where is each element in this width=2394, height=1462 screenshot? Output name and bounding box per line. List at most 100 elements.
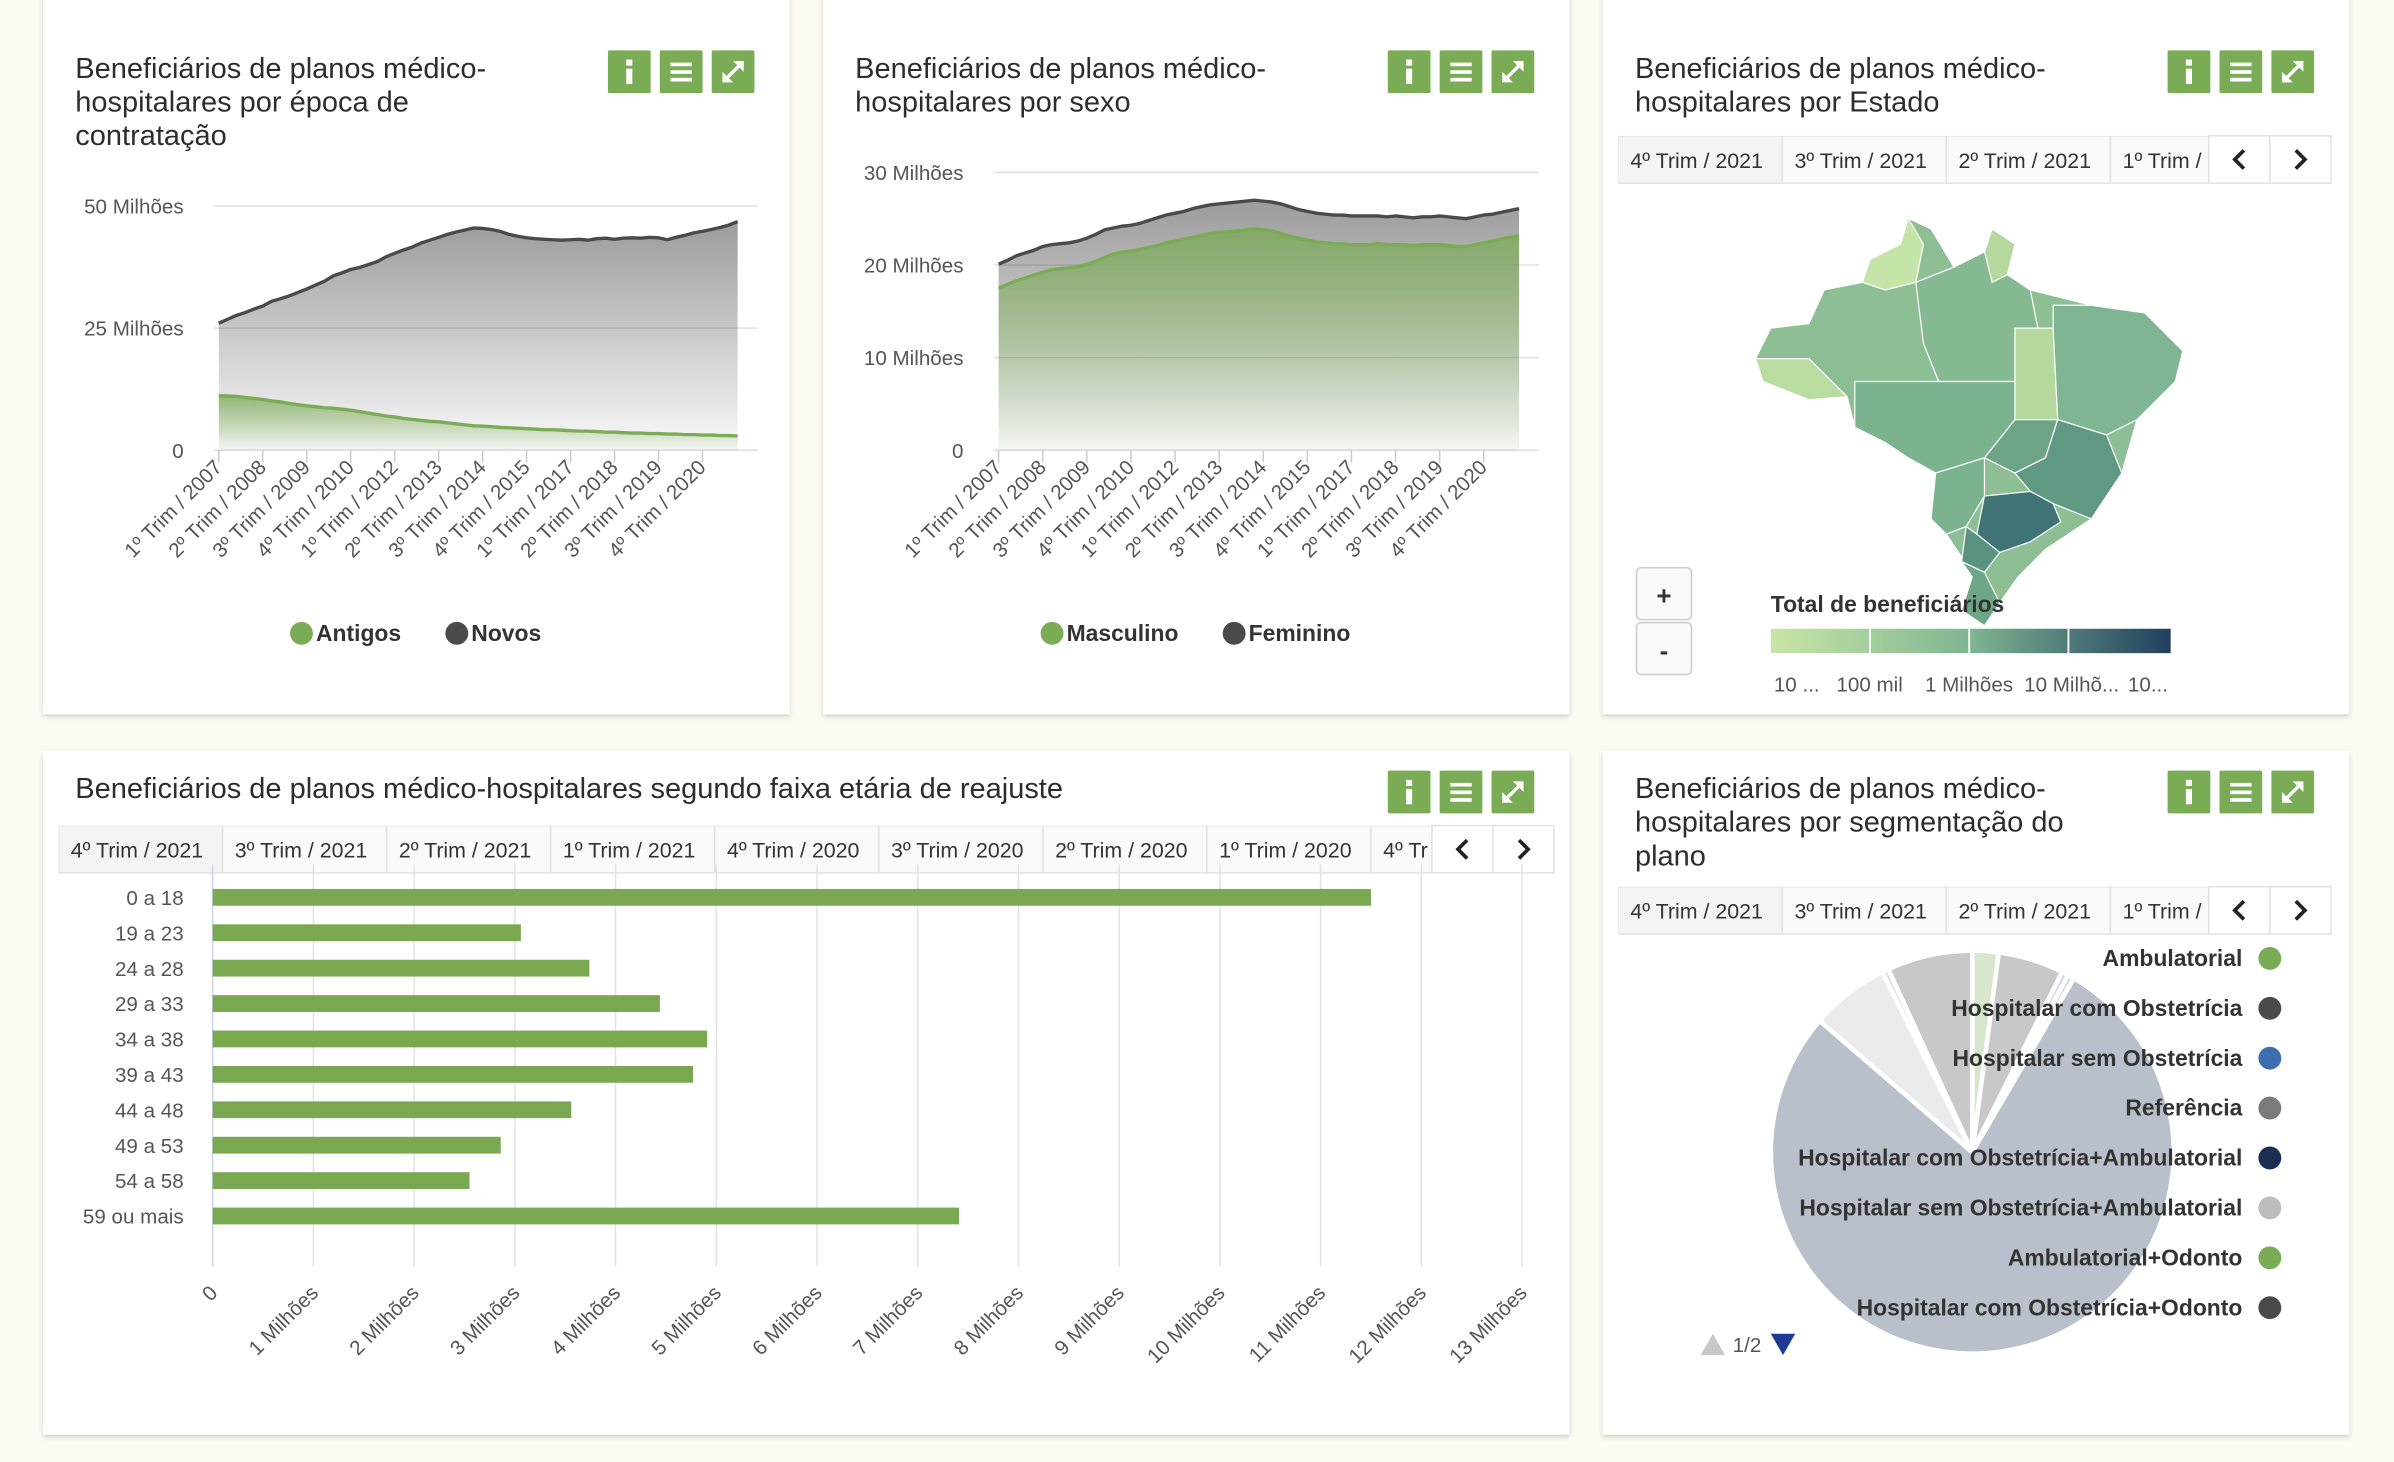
bar xyxy=(212,1101,572,1119)
legend-marker[interactable] xyxy=(2258,946,2282,970)
y-tick-label: 0 a 18 xyxy=(126,887,183,910)
legend-label[interactable]: Hospitalar com Obstetrícia xyxy=(1951,995,2242,1021)
legend-page: 1/2 xyxy=(1733,1334,1762,1357)
icon-menu xyxy=(1450,62,1472,67)
icon-expand xyxy=(2282,781,2304,803)
chevron xyxy=(2232,899,2246,921)
bar xyxy=(212,995,660,1012)
legend-marker[interactable] xyxy=(1222,621,1246,645)
y-tick-label: 59 ou mais xyxy=(83,1206,184,1229)
tab[interactable] xyxy=(1618,135,1784,184)
tab[interactable] xyxy=(221,825,388,874)
tab[interactable] xyxy=(1781,135,1948,184)
chart-title: Beneficiários de planos médico-hospitala… xyxy=(1635,53,2046,119)
tab[interactable] xyxy=(2109,135,2274,184)
tab-label: 3º Trim / 2020 xyxy=(891,839,1024,863)
tab-label: 4º Trim / 2020 xyxy=(727,839,860,863)
icon-menu xyxy=(1450,798,1472,802)
icon-menu xyxy=(2230,782,2252,787)
legend-marker[interactable] xyxy=(2258,1046,2282,1070)
color-scale xyxy=(1770,628,2171,654)
scale-label: 10 Milhõ... xyxy=(2024,673,2119,696)
tab[interactable] xyxy=(2109,886,2274,935)
tab-arrow[interactable] xyxy=(2269,135,2332,184)
icon-info xyxy=(626,68,633,84)
legend-label[interactable]: Referência xyxy=(2125,1095,2242,1121)
tab-label: 1º Trim / xyxy=(2123,149,2202,173)
page-prev xyxy=(1700,1333,1726,1356)
pie-slice[interactable] xyxy=(1885,948,1975,1154)
legend-marker[interactable] xyxy=(2258,1096,2282,1120)
zoom-button[interactable] xyxy=(1635,566,1693,621)
icon-info-dot xyxy=(1406,779,1413,786)
tab-label: 3º Trim / 2021 xyxy=(1794,149,1926,173)
page-next[interactable] xyxy=(1770,1333,1796,1356)
tab[interactable] xyxy=(1618,886,1784,935)
tab-arrow[interactable] xyxy=(2208,885,2271,935)
legend-label[interactable]: Ambulatorial xyxy=(2103,945,2243,971)
tab-arrow[interactable] xyxy=(2269,885,2332,935)
y-tick-label: 54 a 58 xyxy=(115,1170,184,1193)
legend-marker[interactable] xyxy=(2258,1296,2282,1320)
y-tick-label: 19 a 23 xyxy=(115,922,184,945)
tab[interactable] xyxy=(1945,886,2112,935)
state xyxy=(2014,327,2059,421)
state xyxy=(1960,525,2001,574)
tab[interactable] xyxy=(58,825,224,874)
zoom-button[interactable] xyxy=(1635,621,1693,676)
icon-expand xyxy=(1502,61,1524,83)
legend-marker[interactable] xyxy=(445,621,469,645)
legend-label[interactable]: Hospitalar sem Obstetrícia xyxy=(1953,1045,2243,1071)
y-tick-label: 29 a 33 xyxy=(115,993,184,1016)
legend-marker[interactable] xyxy=(2258,996,2282,1020)
tab-arrow[interactable] xyxy=(2208,135,2271,184)
tab[interactable] xyxy=(549,825,716,874)
state xyxy=(1983,227,2016,284)
tab-arrow[interactable] xyxy=(1431,824,1494,874)
chart-title: Beneficiários de planos médico-hospitala… xyxy=(75,773,1063,805)
legend-label[interactable]: Hospitalar com Obstetrícia+Ambulatorial xyxy=(1798,1145,2242,1171)
y-tick-label: 0 xyxy=(952,440,963,463)
scale-label: 10 ... xyxy=(1774,673,1820,696)
legend-marker[interactable] xyxy=(2258,1196,2282,1220)
tab-label: 2º Trim / 2021 xyxy=(399,839,531,863)
zoom-label: - xyxy=(1660,637,1669,665)
legend-marker[interactable] xyxy=(2258,1146,2282,1170)
line xyxy=(997,198,1520,266)
legend-label[interactable]: Hospitalar com Obstetrícia+Odonto xyxy=(1857,1294,2243,1320)
legend-label[interactable]: Ambulatorial+Odonto xyxy=(2008,1244,2242,1270)
icon-menu xyxy=(2230,790,2252,795)
bar xyxy=(212,1207,960,1225)
legend-label[interactable]: Hospitalar sem Obstetrícia+Ambulatorial xyxy=(1799,1195,2242,1221)
icon-expand xyxy=(2282,61,2304,83)
panel xyxy=(1602,750,2350,1435)
legend-label[interactable]: Novos xyxy=(471,620,541,646)
legend-marker[interactable] xyxy=(290,621,313,645)
legend-label[interactable]: Feminino xyxy=(1249,620,1351,646)
icon-menu xyxy=(670,77,692,82)
y-tick-label: 44 a 48 xyxy=(115,1099,184,1122)
tab-label: 2º Trim / 2021 xyxy=(1959,149,2091,173)
legend-marker[interactable] xyxy=(1040,621,1064,645)
zoom-label: + xyxy=(1656,582,1671,610)
bar xyxy=(212,924,521,942)
legend-label[interactable]: Antigos xyxy=(316,620,401,646)
chevron xyxy=(1455,838,1469,860)
tab-arrow[interactable] xyxy=(1492,824,1555,874)
tab-label: 1º Trim / xyxy=(2123,900,2202,924)
y-tick-label: 34 a 38 xyxy=(115,1029,184,1052)
tab-label: 1º Trim / 2021 xyxy=(563,839,695,863)
legend-marker[interactable] xyxy=(2258,1246,2282,1270)
y-tick-label: 39 a 43 xyxy=(115,1064,184,1087)
legend-label[interactable]: Masculino xyxy=(1067,620,1179,646)
tab-label: 4º Tr xyxy=(1383,839,1428,863)
pie-slice[interactable] xyxy=(1768,975,2176,1356)
state xyxy=(1930,456,1986,535)
tab[interactable] xyxy=(878,825,1044,874)
tab-label: 4º Trim / 2021 xyxy=(71,839,203,863)
scale-label: 100 mil xyxy=(1836,673,1902,696)
tab[interactable] xyxy=(713,825,880,874)
icon-menu xyxy=(670,62,692,67)
chevron xyxy=(2232,149,2246,170)
